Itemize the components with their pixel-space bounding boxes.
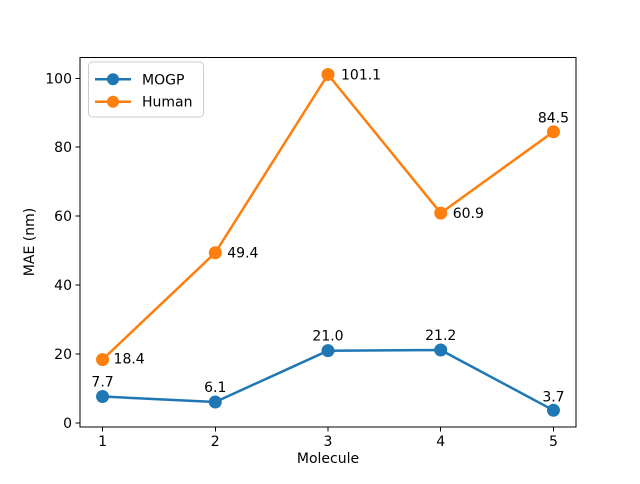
legend-marker-human [107, 95, 119, 108]
legend-label-human: Human [142, 95, 193, 111]
human-point-4 [434, 206, 448, 220]
human-point-5 [546, 125, 560, 139]
y-tick-label-60: 60 [54, 209, 72, 225]
mogp-point-label-5: 3.7 [542, 389, 564, 405]
mogp-point-label-4: 21.2 [425, 328, 456, 344]
y-tick-label-0: 0 [63, 416, 72, 432]
x-tick-label-3: 3 [324, 434, 333, 450]
human-point-label-5: 84.5 [538, 111, 569, 127]
mogp-point-label-1: 7.7 [91, 375, 113, 391]
x-axis-title: Molecule [297, 451, 359, 467]
mogp-point-1 [96, 390, 110, 404]
mogp-point-label-3: 21.0 [312, 329, 343, 345]
x-tick-label-2: 2 [211, 434, 220, 450]
y-tick-label-20: 20 [54, 347, 72, 363]
human-point-label-3: 101.1 [341, 67, 381, 83]
human-point-label-1: 18.4 [114, 352, 145, 368]
mogp-point-5 [546, 403, 560, 417]
y-axis-title: MAE (nm) [22, 208, 38, 276]
x-tick-label-4: 4 [436, 434, 445, 450]
mogp-point-2 [208, 395, 222, 409]
mogp-point-label-2: 6.1 [204, 380, 226, 396]
plot-area: 0 20 40 60 80 100 1 2 3 4 5 7.7 6.1 21.0 21.2 3.7 18.4 49… [45, 57, 577, 450]
x-tick-label-5: 5 [549, 434, 558, 450]
mogp-point-4 [434, 343, 448, 357]
mogp-point-3 [321, 344, 335, 358]
human-point-label-2: 49.4 [227, 246, 258, 262]
y-tick-label-100: 100 [45, 71, 72, 87]
legend-marker-mogp [107, 73, 119, 86]
human-point-label-4: 60.9 [453, 206, 484, 222]
y-tick-label-80: 80 [54, 140, 72, 156]
legend-label-mogp: MOGP [142, 72, 184, 88]
legend: MOGP Human [88, 61, 204, 118]
human-point-3 [321, 67, 335, 81]
y-tick-label-40: 40 [54, 278, 72, 294]
mogp-line [101, 348, 555, 412]
x-tick-label-1: 1 [98, 434, 107, 450]
human-point-2 [208, 246, 222, 260]
human-point-1 [96, 353, 110, 367]
